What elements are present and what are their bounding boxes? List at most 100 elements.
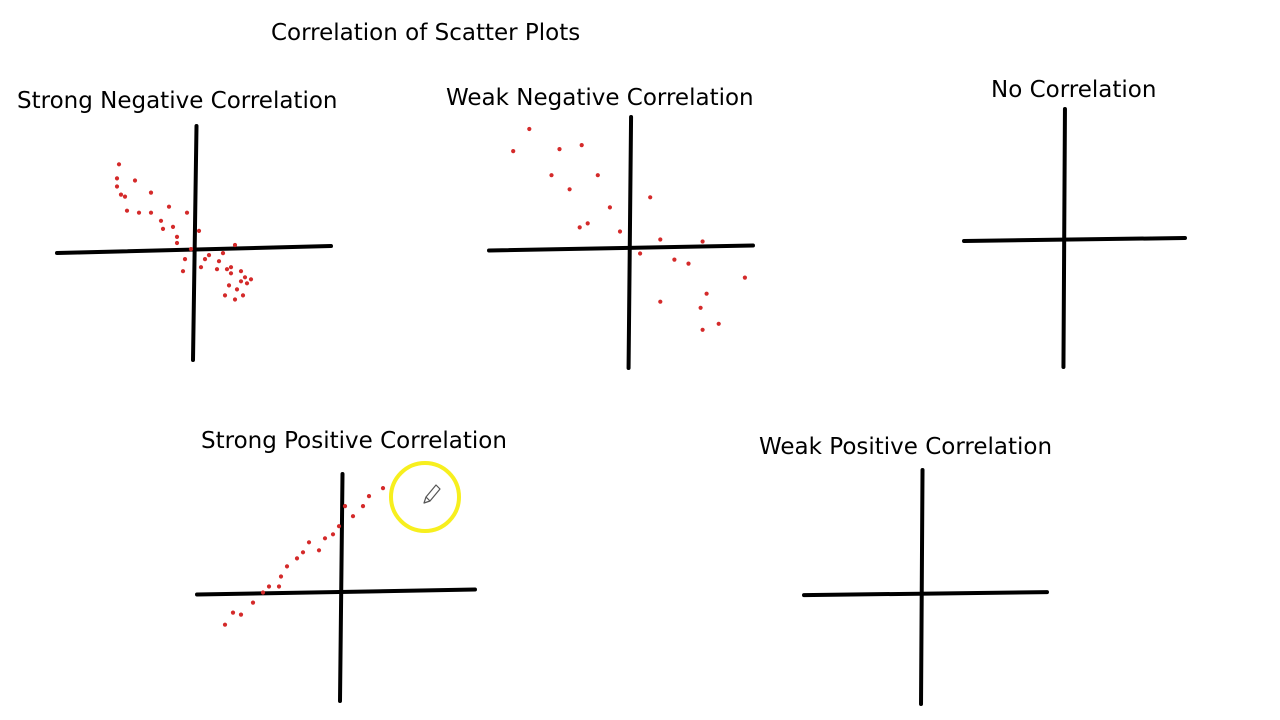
data-point: [648, 195, 653, 200]
data-point: [174, 240, 180, 246]
data-point: [222, 293, 228, 298]
pencil-glyph: [423, 484, 441, 504]
data-point: [170, 224, 176, 229]
data-point: [300, 550, 306, 555]
data-point: [232, 297, 238, 302]
data-point: [557, 147, 562, 152]
scatter-plot-5: [802, 468, 1049, 706]
data-point: [234, 287, 240, 292]
data-point: [294, 556, 300, 561]
data-point: [174, 234, 180, 239]
y-axis-line: [1061, 107, 1067, 369]
data-point: [577, 225, 582, 230]
data-point: [595, 173, 600, 178]
data-point: [260, 590, 266, 595]
y-axis-line: [919, 468, 925, 706]
data-point: [342, 504, 348, 509]
data-point: [136, 210, 142, 215]
data-point: [266, 584, 272, 589]
data-point: [579, 143, 584, 148]
chart-title-no-correlation: No Correlation: [991, 77, 1157, 103]
data-point: [232, 242, 238, 248]
data-point: [198, 265, 204, 270]
chart-title-strong-negative: Strong Negative Correlation: [17, 88, 338, 114]
pencil-icon: [389, 461, 461, 533]
data-point: [238, 279, 244, 284]
data-point: [228, 265, 234, 270]
data-point: [242, 275, 248, 280]
scatter-plot-2: [487, 115, 755, 370]
data-point: [607, 205, 613, 210]
data-point: [248, 277, 254, 282]
y-axis-line: [191, 124, 199, 362]
data-point: [228, 271, 234, 276]
data-point: [567, 187, 572, 192]
chart-title-strong-positive: Strong Positive Correlation: [201, 428, 507, 454]
data-point: [278, 574, 284, 579]
data-point: [226, 283, 232, 288]
data-point: [306, 540, 312, 545]
data-point: [250, 600, 256, 605]
data-point: [224, 267, 230, 272]
data-point: [202, 257, 208, 262]
y-axis-line: [338, 472, 345, 703]
data-point: [132, 178, 138, 183]
data-point: [284, 564, 290, 569]
data-point: [549, 173, 554, 178]
data-point: [276, 584, 282, 589]
data-point: [116, 162, 122, 167]
data-point: [240, 293, 246, 298]
data-point: [686, 261, 691, 266]
data-point: [585, 221, 590, 226]
data-point: [658, 237, 663, 242]
data-point: [380, 486, 386, 491]
chart-title-weak-negative: Weak Negative Correlation: [446, 85, 754, 111]
data-point: [182, 257, 188, 262]
data-point: [222, 622, 228, 627]
data-point: [188, 247, 194, 252]
x-axis-line: [802, 590, 1049, 598]
data-point: [206, 253, 212, 258]
data-point: [158, 218, 164, 223]
data-point: [617, 229, 623, 234]
data-point: [700, 327, 705, 332]
data-point: [698, 305, 703, 310]
x-axis-line: [487, 243, 755, 253]
data-point: [160, 226, 166, 231]
data-point: [114, 184, 120, 189]
data-point: [214, 267, 220, 272]
data-point: [322, 536, 328, 541]
data-point: [184, 210, 190, 215]
y-axis-line: [626, 115, 634, 370]
data-point: [238, 269, 244, 274]
data-point: [658, 299, 663, 304]
data-point: [704, 291, 709, 296]
scatter-plot-1: [55, 124, 333, 362]
data-point: [180, 269, 186, 274]
scatter-plot-3: [962, 107, 1187, 369]
chart-title-weak-positive: Weak Positive Correlation: [759, 434, 1053, 460]
data-point: [118, 192, 124, 197]
data-point: [114, 176, 120, 181]
data-point: [638, 251, 643, 256]
data-point: [148, 190, 154, 195]
data-point: [122, 194, 128, 199]
data-point: [220, 251, 226, 256]
x-axis-line: [195, 587, 477, 597]
data-point: [672, 257, 677, 262]
page-title: Correlation of Scatter Plots: [271, 20, 581, 46]
data-point: [527, 126, 532, 132]
data-point: [336, 524, 342, 529]
data-point: [238, 612, 244, 617]
data-point: [360, 504, 366, 509]
data-point: [148, 210, 154, 215]
data-point: [166, 204, 172, 209]
x-axis-line: [962, 236, 1187, 243]
cursor-highlight-ring: [389, 461, 461, 533]
data-point: [244, 281, 250, 286]
data-point: [196, 228, 202, 233]
data-point: [330, 532, 336, 537]
data-point: [700, 239, 705, 244]
data-point: [216, 259, 222, 264]
